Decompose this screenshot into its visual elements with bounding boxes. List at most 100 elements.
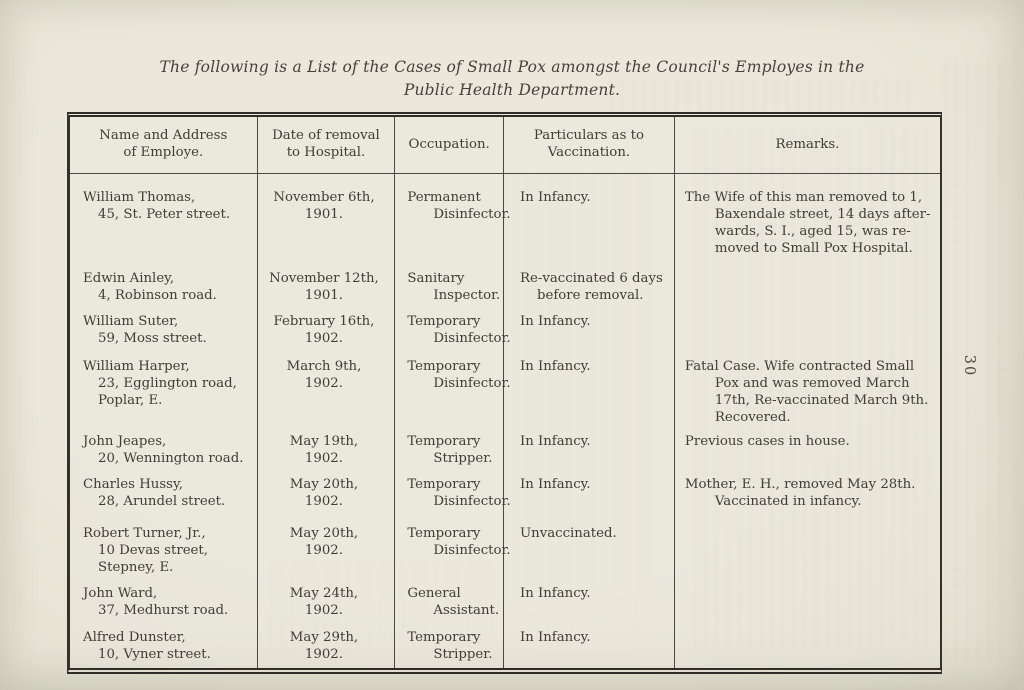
text-line: The following is a List of the Cases of … <box>159 58 865 76</box>
text-line: Poplar, E. <box>98 392 163 408</box>
text-line: May 19th, <box>289 433 359 449</box>
table-cell: Temporary Disinfector. <box>394 475 511 525</box>
table-cell: John Jeapes, 20, Wennington road. <box>70 433 257 476</box>
text-line: 1901. <box>304 287 343 303</box>
table-cell <box>673 584 940 629</box>
col-header-date-of-removal: Date of removal to Hospital. <box>256 117 395 174</box>
table-cell: May 24th, 1902. <box>256 584 395 629</box>
table-cell: Temporary Stripper. <box>394 628 504 668</box>
text-line: Fatal Case. Wife contracted Small <box>684 358 915 374</box>
text-line: William Thomas, <box>83 190 196 205</box>
table-cell: May 20th, 1902. <box>256 475 395 525</box>
text-line: Name and Address <box>99 128 228 143</box>
table-row: William Harper, 23, Egglington road, Popla… <box>70 357 940 433</box>
text-line: Mother, E. H., removed May 28th. <box>684 476 916 492</box>
text-line: 17th, Re-vaccinated March 9th. <box>714 392 929 408</box>
table-row: Charles Hussy, 28, Arundel street. May 20t… <box>70 475 940 525</box>
col-header-remarks: Remarks. <box>673 117 940 174</box>
table-cell: Mother, E. H., removed May 28th. Vaccinat… <box>673 475 940 525</box>
text-line: In Infancy. <box>519 585 591 601</box>
text-line: Disinfector. <box>433 330 511 346</box>
table-cell: Previous cases in house. <box>673 432 940 476</box>
text-line: John Jeapes, <box>83 433 167 449</box>
text-line: 20, Wennington road. <box>98 450 244 466</box>
col-header-vaccination: Particulars as to Vaccination. <box>502 117 675 174</box>
table-cell <box>673 269 940 313</box>
text-line: February 16th, <box>273 313 375 329</box>
text-line: Public Health Department. <box>403 80 621 99</box>
table-cell: Sanitary Inspector. <box>394 269 504 313</box>
text-line: 37, Medhurst road. <box>98 602 229 618</box>
table-cell: In Infancy. <box>502 584 675 629</box>
text-line: 1902. <box>304 646 343 662</box>
text-line: Temporary <box>407 476 481 492</box>
text-line: Pox and was removed March <box>714 375 910 391</box>
table-row: Robert Turner, Jr., 10 Devas street, Stepn… <box>70 524 940 585</box>
text-line: 45, St. Peter street. <box>98 207 231 222</box>
table-cell: November 6th, 1901. <box>256 173 395 270</box>
text-line: 1902. <box>304 602 343 618</box>
table-cell: May 20th, 1902. <box>256 524 395 585</box>
table-cell <box>673 312 940 358</box>
table-cell <box>673 524 940 585</box>
table-cell: Re-vaccinated 6 days before removal. <box>502 269 675 313</box>
table-cell: November 12th, 1901. <box>256 269 395 313</box>
text-line: William Suter, <box>83 313 179 329</box>
text-line: Inspector. <box>433 287 501 303</box>
text-line: Temporary <box>407 629 481 645</box>
text-line: 10 Devas street, <box>98 542 208 558</box>
table-cell: Temporary Disinfector. <box>394 357 511 433</box>
smallpox-cases-table-frame: Name and Address of Employe. Date of remo… <box>67 112 942 674</box>
text-line: November 12th, <box>269 270 379 286</box>
text-line: 1902. <box>304 493 343 509</box>
text-line: 1902. <box>304 450 343 466</box>
text-line: Recovered. <box>714 409 791 425</box>
text-line: Sanitary <box>407 270 465 286</box>
text-line: Previous cases in house. <box>684 433 850 449</box>
text-line: Baxendale street, 14 days after- <box>714 207 931 222</box>
text-line: Assistant. <box>433 602 500 618</box>
table-cell: In Infancy. <box>502 475 675 525</box>
smallpox-cases-table: Name and Address of Employe. Date of remo… <box>70 117 940 668</box>
text-line: 1902. <box>304 375 343 391</box>
page-number: 30 <box>961 354 977 378</box>
table-cell: Edwin Ainley, 4, Robinson road. <box>70 270 257 313</box>
text-line: Re-vaccinated 6 days <box>519 270 663 286</box>
text-line: Edwin Ainley, <box>83 270 175 286</box>
table-row: William Thomas, 45, St. Peter street. Nove… <box>70 173 940 270</box>
table-cell: John Ward, 37, Medhurst road. <box>70 585 257 629</box>
table-cell: In Infancy. <box>502 432 675 476</box>
text-line: In Infancy. <box>519 358 591 374</box>
text-line: In Infancy. <box>519 190 591 205</box>
text-line: John Ward, <box>83 585 158 601</box>
text-line: to Hospital. <box>286 145 366 160</box>
text-line: Robert Turner, Jr., <box>83 525 206 541</box>
table-cell: Temporary Stripper. <box>394 432 504 476</box>
table-cell: Alfred Dunster, 10, Vyner street. <box>70 629 257 668</box>
text-line: Permanent <box>407 190 481 205</box>
text-line: Disinfector. <box>433 375 511 391</box>
table-cell: William Thomas, 45, St. Peter street. <box>70 174 257 270</box>
text-line: 10, Vyner street. <box>98 646 211 662</box>
table-cell: William Suter, 59, Moss street. <box>70 313 257 358</box>
text-line: Disinfector. <box>433 542 511 558</box>
table-cell: Fatal Case. Wife contracted Small Pox and… <box>673 357 940 433</box>
table-cell: Permanent Disinfector. <box>394 173 511 270</box>
table-row: John Ward, 37, Medhurst road. May 24th, 190… <box>70 584 940 629</box>
text-line: In Infancy. <box>519 433 591 449</box>
table-cell: Temporary Disinfector. <box>394 524 511 585</box>
table-cell: In Infancy. <box>502 628 675 668</box>
table-cell: In Infancy. <box>502 173 675 270</box>
text-line: 28, Arundel street. <box>98 493 226 509</box>
table-body: William Thomas, 45, St. Peter street. Nove… <box>70 173 940 668</box>
text-line: of Employe. <box>123 145 204 160</box>
table-cell: William Harper, 23, Egglington road, Popla… <box>70 358 257 433</box>
table-cell: February 16th, 1902. <box>256 312 395 358</box>
text-line: moved to Small Pox Hospital. <box>714 241 913 256</box>
text-line: May 20th, <box>289 476 359 492</box>
text-line: May 29th, <box>289 629 359 645</box>
table-row: William Suter, 59, Moss street. February 1… <box>70 312 940 358</box>
text-line: March 9th, <box>286 358 362 374</box>
text-line: Stripper. <box>433 450 493 466</box>
